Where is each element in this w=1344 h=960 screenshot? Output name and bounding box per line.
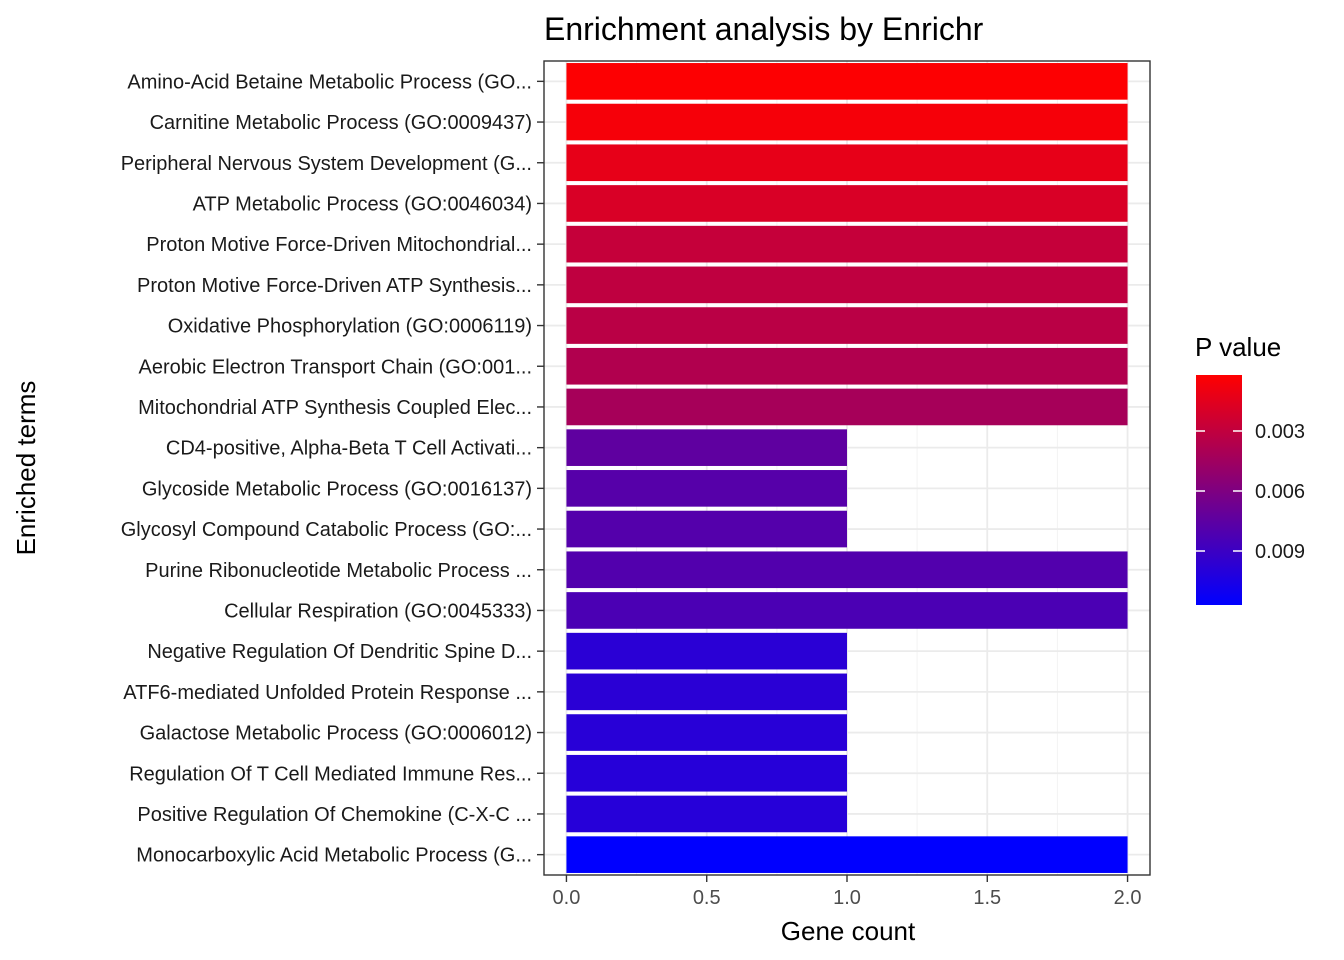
y-tick-label: CD4-positive, Alpha-Beta T Cell Activati…: [166, 438, 532, 460]
bar: [566, 388, 1128, 426]
colorbar-tick-label: 0.009: [1255, 541, 1305, 563]
y-axis-title: Enriched terms: [11, 381, 41, 556]
y-tick-label: Proton Motive Force-Driven Mitochondrial…: [146, 234, 532, 256]
y-tick-label: Amino-Acid Betaine Metabolic Process (GO…: [127, 71, 532, 93]
legend-title: P value: [1195, 332, 1281, 362]
y-tick-label: Positive Regulation Of Chemokine (C-X-C …: [137, 804, 532, 826]
y-tick-label: Glycosyl Compound Catabolic Process (GO:…: [121, 519, 532, 541]
x-tick-label: 1.0: [833, 887, 861, 909]
x-axis-title: Gene count: [781, 916, 916, 946]
x-tick-label: 0.0: [553, 887, 581, 909]
bar: [566, 836, 1128, 873]
p-value-legend: P value 0.003 0.006 0.009: [1195, 332, 1305, 605]
bars-group: [566, 63, 1128, 873]
bar: [566, 347, 1128, 385]
plot-panel: [543, 60, 1151, 876]
x-tick-label: 0.5: [693, 887, 721, 909]
bar: [566, 185, 1128, 222]
y-tick-label: Aerobic Electron Transport Chain (GO:001…: [138, 356, 532, 378]
colorbar-tick-label: 0.006: [1255, 481, 1305, 503]
bar: [566, 63, 1128, 100]
y-tick-label: Mitochondrial ATP Synthesis Coupled Elec…: [138, 397, 532, 419]
y-tick-label: Galactose Metabolic Process (GO:0006012): [140, 723, 532, 745]
y-axis: Amino-Acid Betaine Metabolic Process (GO…: [121, 71, 544, 867]
bar: [566, 714, 847, 751]
bar: [566, 754, 847, 792]
bar: [566, 307, 1128, 344]
y-tick-label: Monocarboxylic Acid Metabolic Process (G…: [136, 845, 532, 867]
y-tick-label: Regulation Of T Cell Mediated Immune Res…: [129, 763, 532, 785]
bar: [566, 510, 847, 548]
y-tick-label: Oxidative Phosphorylation (GO:0006119): [168, 316, 532, 338]
y-tick-label: ATP Metabolic Process (GO:0046034): [193, 193, 532, 215]
bar: [566, 470, 847, 507]
bar: [566, 429, 847, 466]
y-tick-label: Purine Ribonucleotide Metabolic Process …: [145, 560, 532, 582]
bar: [566, 144, 1128, 182]
y-tick-label: Cellular Respiration (GO:0045333): [224, 600, 532, 622]
colorbar-ticks: 0.003 0.006 0.009: [1196, 421, 1305, 563]
y-tick-label: Peripheral Nervous System Development (G…: [121, 153, 532, 175]
y-tick-label: Proton Motive Force-Driven ATP Synthesis…: [137, 275, 532, 297]
bar: [566, 673, 847, 711]
y-tick-label: Glycoside Metabolic Process (GO:0016137): [142, 478, 532, 500]
colorbar-tick-label: 0.003: [1255, 421, 1305, 443]
bar: [566, 551, 1128, 589]
bar: [566, 225, 1128, 263]
bar: [566, 795, 847, 833]
colorbar: [1196, 375, 1242, 605]
bar: [566, 632, 847, 670]
bar: [566, 103, 1128, 141]
y-tick-label: ATF6-mediated Unfolded Protein Response …: [123, 682, 532, 704]
x-tick-label: 1.5: [973, 887, 1001, 909]
chart-title: Enrichment analysis by Enrichr: [544, 11, 984, 47]
y-tick-label: Negative Regulation Of Dendritic Spine D…: [147, 641, 532, 663]
bar: [566, 266, 1128, 304]
bar: [566, 592, 1128, 629]
y-tick-label: Carnitine Metabolic Process (GO:0009437): [150, 112, 532, 134]
x-tick-label: 2.0: [1114, 887, 1142, 909]
x-axis: 0.0 0.5 1.0 1.5 2.0: [553, 875, 1142, 909]
